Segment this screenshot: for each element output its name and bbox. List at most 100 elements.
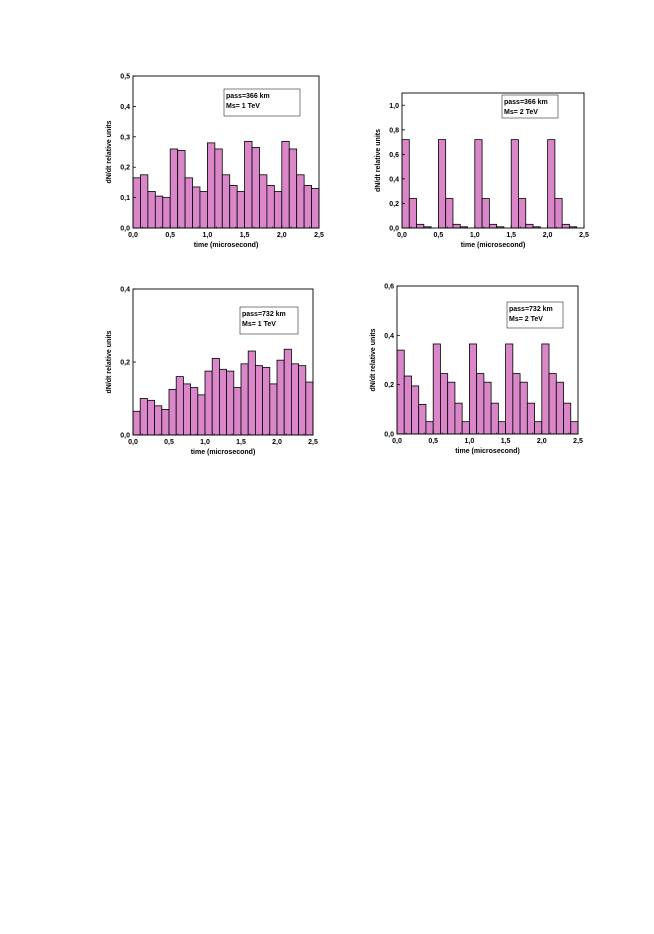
y-tick-label: 0,8 [389, 127, 399, 134]
histogram-bar [204, 370, 213, 436]
legend: pass=732 km Ms= 2 TeV [506, 301, 564, 329]
histogram-bar [146, 399, 155, 436]
histogram-bar [305, 381, 314, 436]
histogram-bar [461, 421, 470, 435]
bar-series [396, 343, 579, 435]
histogram-bar [218, 368, 227, 436]
histogram-bar [221, 174, 231, 229]
bar-series [132, 348, 314, 436]
x-tick-label: 2,0 [277, 232, 287, 239]
histogram-bar [505, 343, 514, 435]
histogram-bar [416, 223, 425, 229]
histogram-bar [447, 381, 456, 435]
x-tick-label: 0,5 [164, 439, 174, 446]
histogram-bar [555, 381, 564, 435]
legend-entry: pass=732 km [509, 306, 553, 313]
histogram-bar [483, 381, 492, 435]
histogram-bar [233, 387, 242, 436]
chart-panel-4: 0,0 0,5 1,0 1,5 2,0 2,5 0,0 0,2 0,4 0,6 time (micr… [370, 284, 583, 456]
histogram-bar [512, 373, 521, 435]
histogram-bar [497, 421, 506, 435]
histogram-bar [525, 223, 534, 229]
histogram-bar [139, 398, 148, 436]
histogram-bar [403, 375, 412, 435]
histogram-bar [175, 376, 184, 436]
histogram-bar [162, 197, 171, 229]
x-tick-label: 2,5 [573, 438, 583, 445]
histogram-bar [534, 421, 543, 435]
x-axis-label: time (microsecond) [191, 449, 256, 456]
histogram-bar [510, 139, 519, 229]
histogram-bar [440, 373, 449, 435]
x-tick-label: 0,5 [165, 232, 175, 239]
histogram-bar [298, 365, 307, 436]
histogram-bar [288, 148, 298, 229]
y-tick-label: 0,0 [389, 226, 399, 233]
histogram-bar [190, 387, 199, 436]
y-tick-label: 0,2 [389, 201, 399, 208]
histogram-bar [244, 140, 253, 229]
y-axis-label: dN/dt relative units [106, 120, 113, 183]
legend-box [501, 94, 559, 119]
histogram-bar [418, 403, 427, 435]
y-tick-label: 0,6 [389, 152, 399, 159]
y-tick-label: 0,0 [384, 432, 394, 439]
x-tick-label: 1,5 [236, 439, 246, 446]
x-axis-label: time (microsecond) [461, 242, 526, 249]
histogram-bar [474, 139, 483, 229]
x-tick-label: 2,5 [314, 232, 324, 239]
y-axis-label: dN/dt relative units [375, 129, 382, 192]
histogram-bar [192, 186, 201, 229]
legend: pass=366 km Ms= 2 TeV [501, 94, 559, 119]
histogram-bar [168, 388, 177, 436]
x-tick-label: 2,0 [543, 232, 553, 239]
y-tick-label: 0,5 [120, 74, 130, 81]
y-tick-label: 0,4 [120, 287, 130, 294]
histogram-bar [211, 357, 220, 436]
histogram-bar [281, 140, 290, 229]
x-tick-label: 2,5 [308, 439, 318, 446]
x-tick-label: 0,5 [428, 438, 438, 445]
histogram-bar [132, 410, 141, 436]
x-tick-label: 0,5 [434, 232, 444, 239]
histogram-bar [140, 174, 149, 229]
x-tick-label: 1,0 [200, 439, 210, 446]
histogram-bar [541, 343, 550, 435]
histogram-bar [311, 188, 320, 229]
histogram-bar [408, 198, 417, 229]
histogram-bar [303, 185, 312, 229]
legend-entry: Ms= 2 TeV [504, 109, 538, 116]
histogram-bar [411, 385, 420, 435]
legend-entry: Ms= 1 TeV [226, 103, 260, 110]
histogram-bar [214, 148, 223, 229]
x-tick-label: 0,0 [392, 438, 402, 445]
x-tick-label: 0,0 [128, 439, 138, 446]
histogram-bar [269, 383, 278, 436]
y-tick-label: 1,0 [389, 103, 399, 110]
histogram-bar [259, 174, 268, 229]
legend-entry: pass=366 km [504, 99, 548, 106]
legend: pass=366 km Ms= 1 TeV [223, 88, 301, 117]
y-tick-label: 0,2 [120, 360, 130, 367]
legend-entry: Ms= 1 TeV [242, 321, 276, 328]
legend-entry: pass=366 km [226, 93, 270, 100]
histogram-bar [490, 402, 499, 435]
histogram-bar [296, 174, 305, 229]
histogram-bar [147, 191, 156, 229]
legend-entry: pass=732 km [242, 311, 286, 318]
histogram-bar [273, 191, 283, 229]
x-tick-label: 1,0 [203, 232, 213, 239]
histogram-bar [554, 198, 563, 229]
histogram-bar [519, 381, 528, 435]
histogram-bar [206, 142, 216, 229]
y-axis-label: dN/dt relative units [106, 330, 113, 393]
plot-frame [396, 285, 579, 435]
histogram-bar [425, 421, 434, 435]
y-tick-label: 0,4 [384, 333, 394, 340]
x-tick-label: 2,0 [272, 439, 282, 446]
x-tick-label: 1,5 [506, 232, 516, 239]
chart-panel-2: 0,0 0,5 1,0 1,5 2,0 2,5 0,0 0,2 0,4 0,6 0,8 1,0 time… [375, 92, 589, 249]
x-tick-label: 2,0 [537, 438, 547, 445]
y-tick-label: 0,0 [120, 433, 130, 440]
